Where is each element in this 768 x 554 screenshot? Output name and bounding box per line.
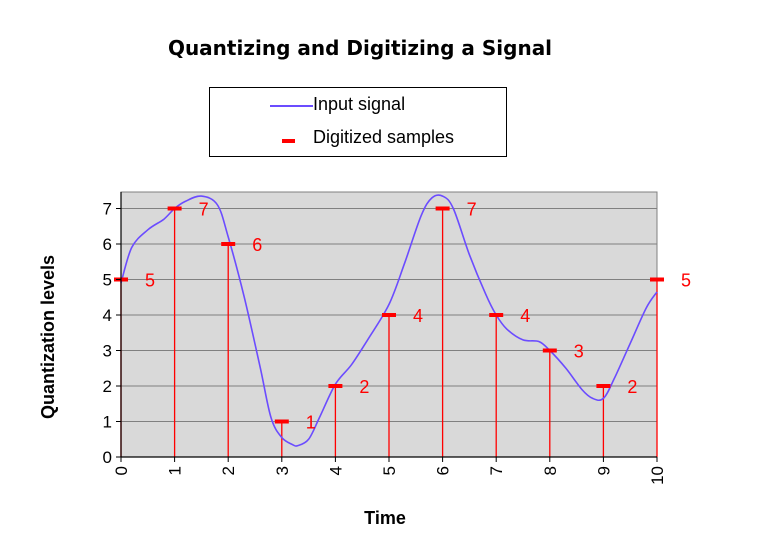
x-tick-label-2: 2: [219, 466, 238, 475]
y-tick-label-0: 0: [103, 448, 112, 467]
sample-marker-10: [650, 277, 664, 282]
x-tick-label-8: 8: [541, 466, 560, 475]
x-tick-label-0: 0: [112, 466, 131, 475]
x-tick-label-4: 4: [326, 466, 345, 475]
sample-marker-7: [489, 313, 504, 317]
chart-title: Quantizing and Digitizing a Signal: [167, 36, 553, 60]
sample-marker-3: [274, 419, 289, 424]
sample-marker-6: [435, 206, 450, 211]
sample-marker-5: [382, 313, 396, 317]
sample-label-9: 2: [627, 377, 637, 397]
sample-label-4: 2: [359, 377, 369, 397]
x-tick-labels: 0 1 2 3 4 5 6 7 8 9 10: [112, 466, 667, 485]
x-tick-label-10: 10: [648, 466, 667, 485]
x-tick-label-5: 5: [380, 466, 399, 475]
input-signal-line: [120, 194, 658, 447]
sample-label-8: 3: [574, 342, 584, 362]
legend-swatch-digitized-samples: [282, 139, 295, 143]
y-tick-label-1: 1: [103, 413, 112, 432]
axes: [116, 192, 658, 462]
y-tick-label-5: 5: [103, 271, 112, 290]
y-tick-label-6: 6: [103, 235, 112, 254]
x-tick-label-9: 9: [594, 466, 613, 475]
sample-label-2: 6: [252, 235, 262, 255]
sample-label-5: 4: [413, 306, 423, 326]
y-tick-labels: 0 1 2 3 4 5 6 7: [103, 200, 112, 468]
sample-label-10: 5: [681, 271, 691, 291]
legend-label-digitized-samples: Digitized samples: [313, 127, 455, 147]
sample-marker-9: [596, 384, 611, 388]
legend: Input signal Digitized samples: [209, 87, 507, 157]
sample-label-7: 4: [520, 306, 530, 326]
sample-label-6: 7: [467, 200, 477, 220]
x-tick-label-6: 6: [434, 466, 453, 475]
x-tick-label-3: 3: [273, 466, 292, 475]
legend-label-input-signal: Input signal: [313, 94, 406, 114]
legend-entry-input-signal: Input signal: [210, 91, 506, 121]
sample-labels: 5 7 6 1 2 4 7 4 3 2 5: [145, 200, 691, 433]
sample-label-0: 5: [145, 271, 155, 291]
y-tick-label-2: 2: [103, 377, 112, 396]
x-axis-title: Time: [364, 508, 406, 528]
y-tick-label-7: 7: [103, 200, 112, 219]
sample-label-1: 7: [199, 200, 209, 220]
sample-marker-2: [221, 242, 236, 246]
y-tick-label-3: 3: [103, 342, 112, 361]
x-tick-label-1: 1: [166, 466, 185, 475]
sample-marker-4: [328, 384, 343, 388]
sample-marker-1: [167, 206, 182, 211]
legend-entry-digitized-samples: Digitized samples: [210, 124, 506, 154]
x-tick-label-7: 7: [487, 466, 506, 475]
legend-swatch-input-signal: [270, 105, 313, 107]
sample-label-3: 1: [306, 413, 316, 433]
y-tick-label-4: 4: [103, 306, 112, 325]
y-axis-title: Quantization levels: [38, 254, 58, 420]
sample-marker-8: [542, 348, 557, 353]
